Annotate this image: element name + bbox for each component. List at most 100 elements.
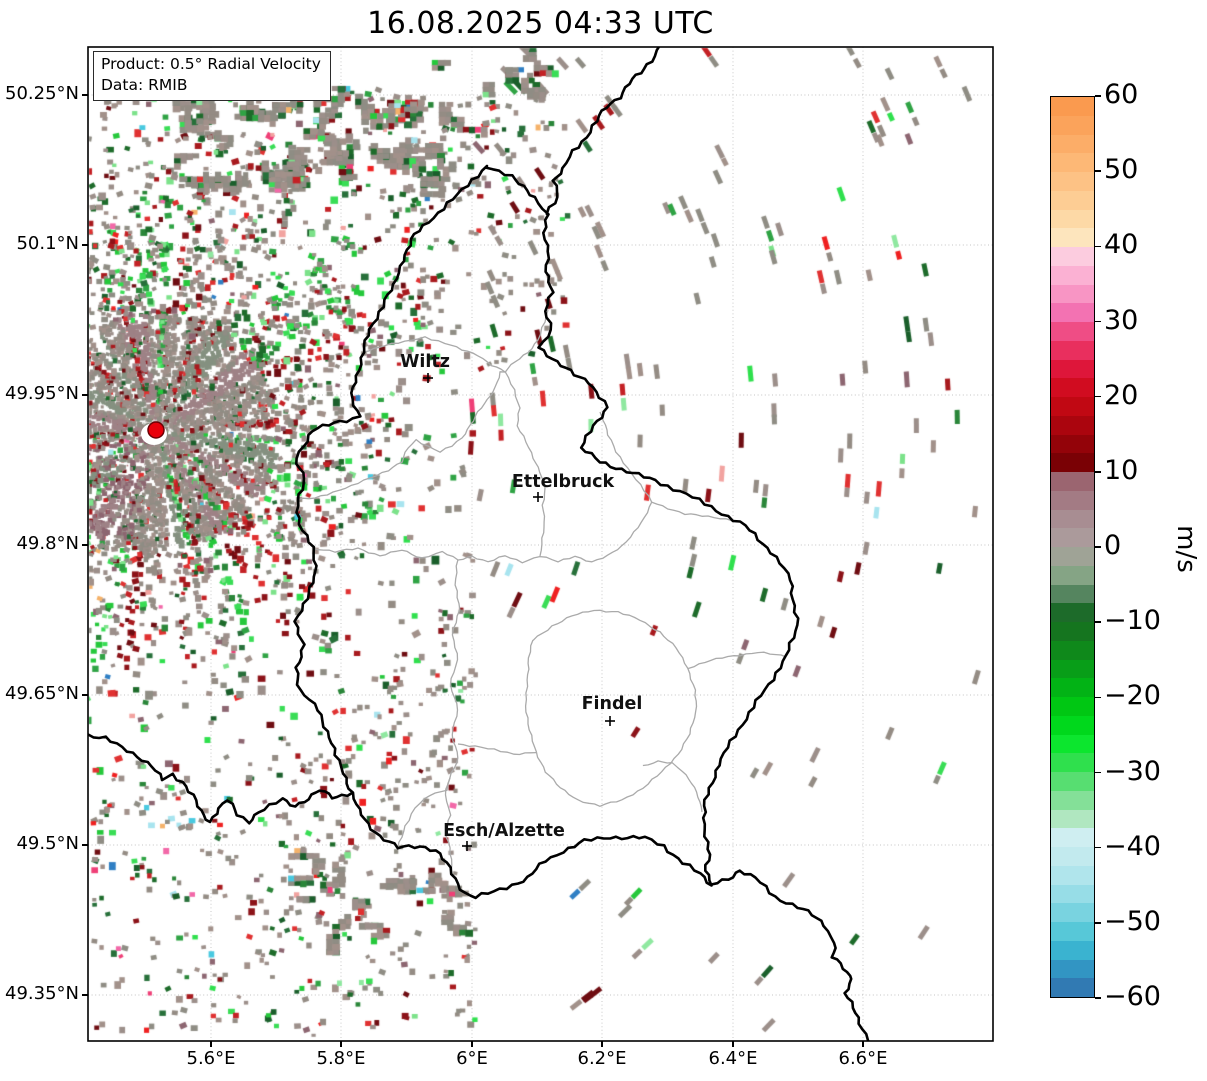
colorbar-tick-label: 30 — [1104, 304, 1139, 336]
colorbar-band — [1051, 134, 1094, 154]
region-border-path — [397, 777, 451, 849]
colorbar-band — [1051, 359, 1094, 379]
colorbar-band — [1051, 603, 1094, 622]
y-tick-label: 50.1°N — [16, 233, 79, 254]
region-border-path — [362, 309, 549, 373]
region-border-path — [651, 501, 739, 522]
y-tick-mark — [82, 844, 88, 846]
x-tick-mark — [862, 1041, 864, 1047]
colorbar-tick-mark — [1095, 471, 1101, 473]
colorbar-band — [1051, 622, 1094, 641]
y-tick-label: 49.35°N — [5, 983, 79, 1004]
radar-site-marker — [147, 421, 165, 439]
colorbar-tick-mark — [1095, 395, 1101, 398]
colorbar-tick-label: 10 — [1104, 454, 1139, 486]
y-tick-mark — [82, 244, 88, 246]
city-label: Wiltz — [400, 352, 450, 372]
colorbar-band — [1051, 959, 1094, 979]
y-tick-label: 49.8°N — [16, 533, 79, 554]
colorbar-tick-mark — [1095, 846, 1101, 849]
colorbar-tick-mark — [1095, 696, 1101, 699]
colorbar-tick-label: −20 — [1104, 680, 1161, 712]
region-border-path — [642, 760, 703, 813]
colorbar-band — [1051, 284, 1094, 304]
colorbar-tick-mark — [1095, 771, 1101, 774]
region-border-path — [504, 371, 546, 557]
city-label: Ettelbruck — [512, 472, 615, 492]
x-tick-label: 6°E — [456, 1048, 488, 1069]
country-border-path — [545, 47, 661, 216]
colorbar-band — [1051, 453, 1094, 472]
colorbar-band — [1051, 340, 1094, 360]
colorbar — [1050, 96, 1095, 998]
colorbar-band — [1051, 490, 1094, 510]
colorbar-band — [1051, 434, 1094, 454]
colorbar-tick-mark — [1095, 621, 1101, 623]
colorbar-band — [1051, 715, 1094, 735]
colorbar-band — [1051, 922, 1094, 941]
colorbar-band — [1051, 528, 1094, 547]
colorbar-tick-mark — [1095, 245, 1101, 248]
colorbar-tick-mark — [1095, 170, 1101, 172]
colorbar-band — [1051, 547, 1094, 566]
y-tick-label: 49.5°N — [16, 833, 79, 854]
colorbar-band — [1051, 772, 1094, 791]
data-source-line: Data: RMIB — [101, 75, 188, 94]
x-tick-mark — [210, 1041, 212, 1047]
x-tick-mark — [601, 1041, 603, 1047]
colorbar-band — [1051, 172, 1094, 191]
colorbar-band — [1051, 734, 1094, 754]
region-border-path — [444, 559, 461, 877]
colorbar-band — [1051, 847, 1094, 866]
colorbar-band — [1051, 565, 1094, 585]
city-annotation: Wiltz — [400, 352, 450, 383]
region-border-path — [296, 371, 506, 501]
product-line: Product: 0.5° Radial Velocity — [101, 55, 321, 73]
x-tick-label: 5.8°E — [316, 1048, 366, 1069]
colorbar-tick-mark — [1095, 320, 1101, 323]
colorbar-band — [1051, 903, 1094, 922]
colorbar-tick-label: −50 — [1104, 905, 1161, 937]
x-tick-label: 6.4°E — [708, 1048, 758, 1069]
city-label: Findel — [582, 694, 643, 714]
colorbar-band — [1051, 153, 1094, 172]
x-tick-label: 6.2°E — [577, 1048, 627, 1069]
country-border-path — [88, 733, 354, 825]
colorbar-band — [1051, 115, 1094, 135]
y-tick-mark — [82, 544, 88, 546]
colorbar-band — [1051, 978, 1094, 997]
colorbar-band — [1051, 790, 1094, 810]
region-border-path — [524, 609, 698, 807]
colorbar-band — [1051, 809, 1094, 829]
colorbar-band — [1051, 303, 1094, 322]
colorbar-band — [1051, 228, 1094, 247]
colorbar-tick-label: 50 — [1104, 154, 1139, 186]
colorbar-band — [1051, 884, 1094, 904]
colorbar-tick-label: 40 — [1104, 229, 1139, 261]
colorbar-band — [1051, 97, 1094, 116]
colorbar-tick-label: −10 — [1104, 605, 1161, 637]
colorbar-band — [1051, 509, 1094, 529]
colorbar-band — [1051, 828, 1094, 847]
colorbar-tick-label: −60 — [1104, 981, 1161, 1012]
colorbar-tick-mark — [1095, 922, 1101, 924]
country-border-path — [710, 869, 871, 1041]
product-info-box: Product: 0.5° Radial Velocity Data: RMIB — [93, 51, 331, 101]
colorbar-band — [1051, 584, 1094, 604]
colorbar-band — [1051, 247, 1094, 266]
colorbar-band — [1051, 659, 1094, 679]
city-annotation: Findel — [582, 694, 643, 726]
colorbar-tick-label: −40 — [1104, 830, 1161, 862]
x-tick-label: 6.6°E — [838, 1048, 888, 1069]
city-annotation: Ettelbruck — [512, 472, 615, 502]
colorbar-band — [1051, 640, 1094, 660]
y-tick-mark — [82, 94, 88, 96]
x-tick-label: 5.6°E — [186, 1048, 236, 1069]
city-label: Esch/Alzette — [443, 821, 565, 841]
y-tick-label: 50.25°N — [5, 83, 79, 104]
colorbar-tick-label: 60 — [1104, 79, 1139, 110]
colorbar-band — [1051, 865, 1094, 885]
country-border-path — [293, 164, 800, 900]
